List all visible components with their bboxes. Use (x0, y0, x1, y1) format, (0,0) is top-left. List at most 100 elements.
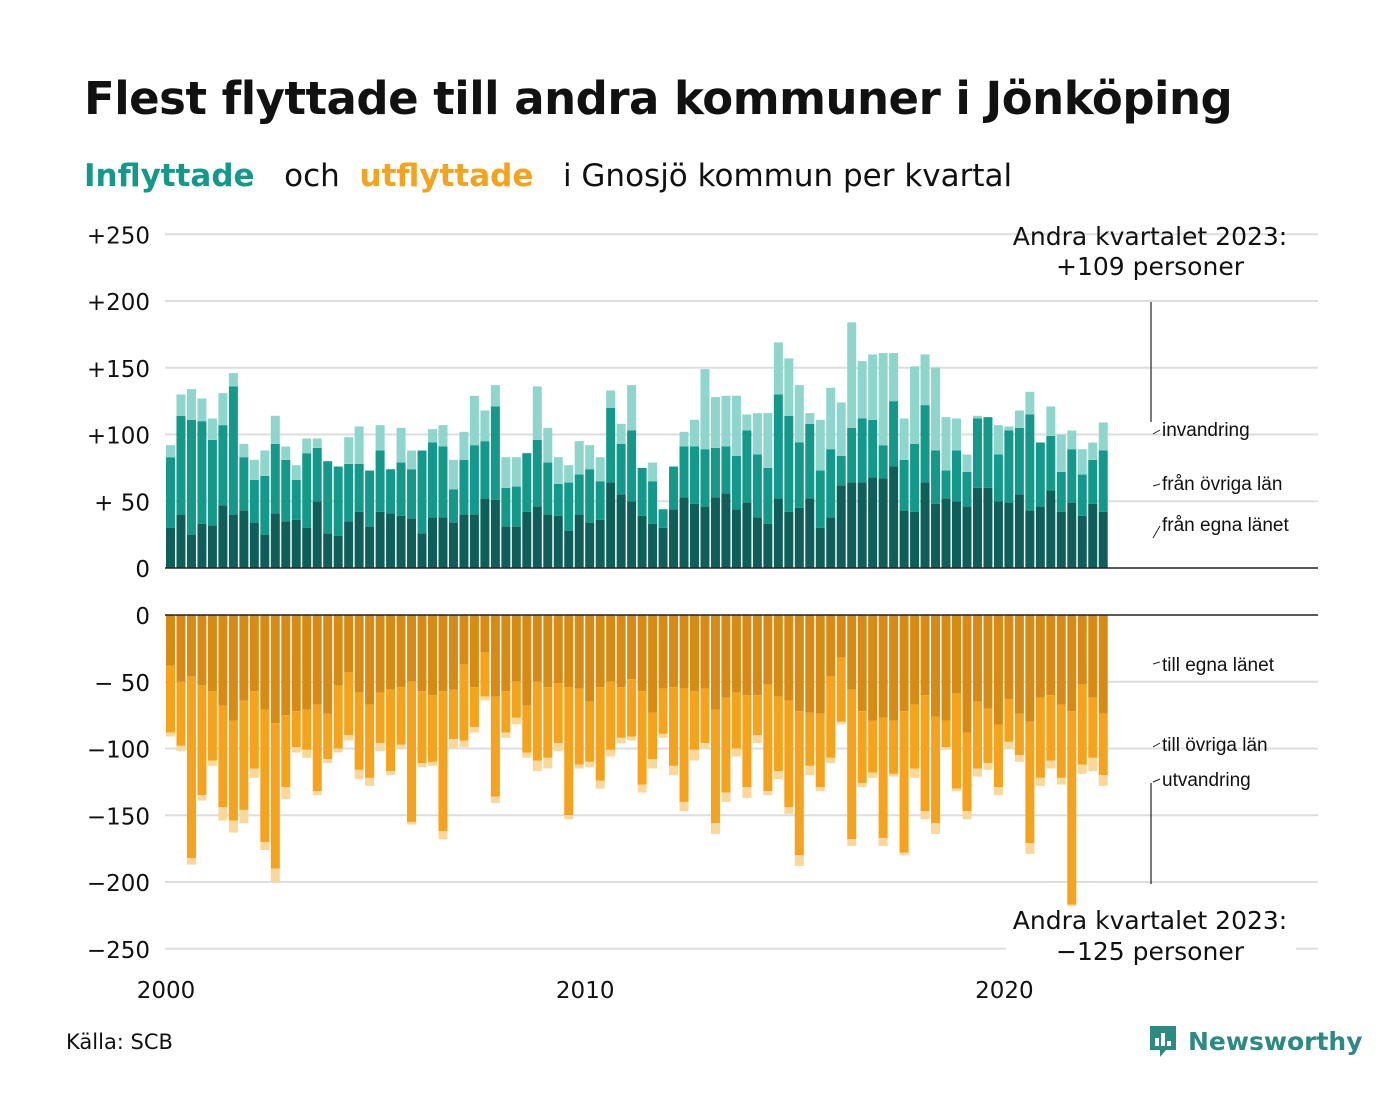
bar-top-egna (826, 517, 836, 568)
bar-top-ovriga (459, 459, 469, 515)
bar-bottom-ovriga (972, 701, 982, 769)
bar-bottom-utvandring (417, 763, 427, 768)
bar-bottom-utvandring (972, 768, 982, 777)
bar-bottom-egna (354, 615, 364, 693)
bar-bottom-ovriga (281, 715, 291, 788)
bar-top-egna (553, 515, 563, 568)
bar-top-egna (564, 530, 574, 568)
bar-bottom-utvandring (931, 823, 941, 834)
bar-top-egna (228, 514, 238, 568)
bar-bottom-egna (710, 615, 720, 710)
bar-bottom-utvandring (469, 727, 479, 733)
bar-top-invandring (721, 395, 731, 447)
bar-top-ovriga (731, 455, 741, 510)
bar-top-invandring (428, 429, 437, 443)
bar-top-egna (270, 513, 280, 568)
bar-top-egna (889, 466, 899, 568)
bar-bottom-utvandring (1004, 741, 1014, 749)
bar-top-egna (595, 519, 605, 568)
bar-bottom-egna (1077, 615, 1087, 685)
bar-top-egna (186, 534, 196, 568)
bar-top-invandring (941, 417, 951, 471)
bar-top-invandring (899, 418, 909, 460)
bar-top-ovriga (302, 453, 312, 528)
bar-top-egna (417, 533, 427, 568)
bar-bottom-utvandring (690, 749, 699, 761)
bar-top-invandring (249, 459, 259, 480)
legend-utvandring: utvandring (1162, 770, 1251, 791)
legend-invandring: invandring (1162, 420, 1250, 441)
legend-pointer-till-egna (1152, 661, 1161, 665)
bar-bottom-ovriga (585, 701, 595, 762)
bar-top-egna (302, 527, 312, 568)
bar-top-egna (490, 499, 500, 568)
bar-bottom-egna (805, 615, 815, 713)
bar-bottom-utvandring (941, 747, 951, 750)
bar-top-egna (627, 501, 637, 568)
bar-bottom-utvandring (752, 735, 762, 744)
bar-top-ovriga (857, 418, 867, 483)
bar-bottom-ovriga (931, 716, 941, 824)
bar-bottom-egna (344, 615, 354, 673)
bar-bottom-egna (396, 615, 406, 688)
bar-top-egna (249, 522, 259, 568)
bar-top-ovriga (815, 470, 825, 528)
bar-top-ovriga (323, 461, 333, 534)
bar-top-ovriga (239, 457, 249, 511)
bar-bottom-utvandring (1025, 843, 1035, 854)
bar-bottom-ovriga (857, 711, 867, 784)
bar-top-ovriga (291, 479, 301, 520)
bar-top-ovriga (197, 421, 207, 524)
bar-bottom-ovriga (878, 717, 888, 838)
bar-bottom-ovriga (270, 723, 280, 869)
bar-bottom-utvandring (197, 795, 207, 801)
bar-bottom-ovriga (983, 708, 993, 764)
bar-top-invandring (648, 462, 658, 482)
bar-bottom-utvandring (648, 759, 658, 769)
bar-bottom-utvandring (742, 787, 752, 798)
bar-bottom-ovriga (511, 681, 521, 718)
bar-bottom-egna (700, 615, 710, 689)
bar-top-egna (805, 498, 815, 568)
bar-top-invandring (166, 445, 175, 458)
bar-top-ovriga (417, 450, 427, 534)
bar-top-ovriga (794, 442, 804, 508)
bar-top-egna (878, 478, 888, 568)
bar-bottom-utvandring (522, 752, 532, 758)
bar-top-invandring (291, 465, 301, 480)
bar-bottom-ovriga (752, 695, 762, 736)
bar-bottom-ovriga (868, 720, 878, 773)
bar-top-egna (763, 523, 773, 568)
bar-bottom-egna (302, 615, 312, 710)
bar-bottom-utvandring (249, 768, 259, 778)
bar-bottom-ovriga (899, 711, 909, 853)
bar-top-ovriga (428, 442, 437, 518)
bar-bottom-utvandring (228, 820, 238, 833)
legend-layer: invandring från övriga län från egna län… (1152, 420, 1289, 791)
bar-top-invandring (260, 450, 270, 476)
bottom-y-tick-label: −150 (87, 804, 150, 830)
bar-top-invandring (312, 438, 322, 448)
bar-bottom-egna (1098, 615, 1108, 714)
bar-top-egna (176, 514, 186, 568)
bar-bottom-utvandring (1035, 777, 1045, 786)
bar-bottom-egna (312, 615, 322, 705)
bar-top-invandring (752, 413, 762, 455)
bar-top-ovriga (1056, 471, 1066, 512)
bar-bottom-ovriga (291, 711, 301, 748)
bar-top-ovriga (941, 470, 951, 499)
bar-top-ovriga (773, 394, 783, 499)
bar-bottom-utvandring (899, 852, 909, 856)
bar-top-ovriga (679, 446, 689, 498)
bar-bottom-ovriga (637, 691, 647, 785)
bar-bottom-utvandring (333, 748, 343, 753)
bar-top-egna (815, 527, 825, 568)
bar-top-egna (784, 511, 794, 568)
bar-top-invandring (993, 425, 1003, 455)
bar-bottom-ovriga (1014, 713, 1024, 756)
bar-top-invandring (553, 457, 563, 484)
bar-bottom-utvandring (239, 809, 249, 824)
bar-top-egna (857, 482, 867, 568)
bar-bottom-utvandring (637, 784, 647, 793)
